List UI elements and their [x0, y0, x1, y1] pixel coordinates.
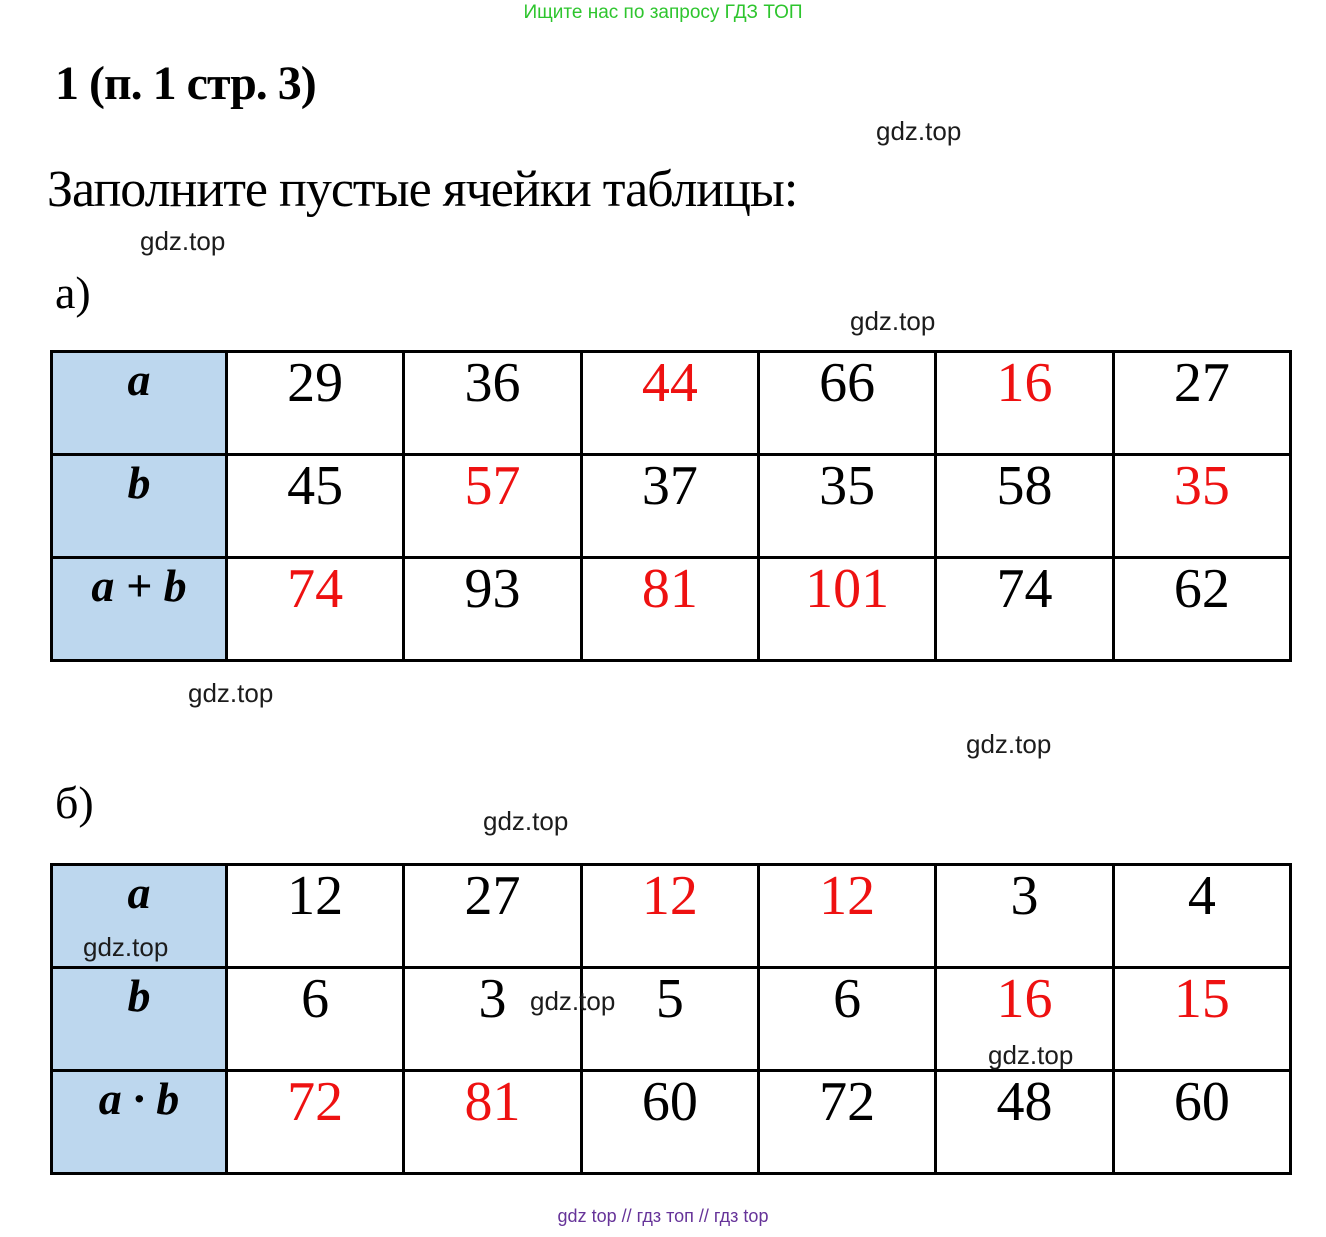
table-cell: 66 — [756, 350, 938, 456]
table-cell: 6 — [756, 966, 938, 1072]
answer-cell: 12 — [579, 863, 760, 969]
promo-banner: Ищите нас по запросу ГДЗ ТОП — [523, 2, 803, 23]
watermark: gdz.top — [966, 729, 1052, 759]
answer-cell: 72 — [224, 1069, 406, 1175]
row-header: b — [50, 966, 228, 1072]
table-cell: 5 — [579, 966, 760, 1072]
answer-cell: 81 — [402, 1069, 583, 1175]
row-header: a · b — [50, 1069, 228, 1175]
addition-table: a 29 36 44 66 16 27 b 45 57 37 35 58 35 a + b 74 93 81 101… — [50, 350, 1293, 662]
table-cell: 29 — [224, 350, 406, 456]
watermark: gdz.top — [188, 678, 274, 708]
footer-links: gdz top // гдз топ // гдз top — [557, 1206, 769, 1226]
table-cell: 93 — [402, 556, 583, 662]
answer-cell: 101 — [756, 556, 938, 662]
watermark: gdz.top — [483, 806, 569, 836]
table-cell: 6 — [224, 966, 406, 1072]
table-cell: 58 — [934, 453, 1115, 559]
page-title: 1 (п. 1 стр. 3) — [55, 57, 317, 110]
answer-cell: 16 — [934, 966, 1115, 1072]
answer-cell: 16 — [934, 350, 1115, 456]
watermark: gdz.top — [530, 986, 616, 1016]
multiplication-table: a 12 27 12 12 3 4 b 6 3 5 6 16 15 a · b 72 81 60 72 48 60 — [50, 863, 1293, 1175]
table-cell: 45 — [224, 453, 406, 559]
table-cell: 35 — [756, 453, 938, 559]
answer-cell: 81 — [579, 556, 760, 662]
watermark: gdz.top — [988, 1040, 1074, 1070]
table-cell: 12 — [224, 863, 406, 969]
table-row: b 45 57 37 35 58 35 — [50, 453, 1293, 559]
table-row: a 29 36 44 66 16 27 — [50, 350, 1293, 456]
table-cell: 3 — [934, 863, 1115, 969]
answer-cell: 12 — [756, 863, 938, 969]
answer-cell: 35 — [1111, 453, 1293, 559]
table-cell: 60 — [579, 1069, 760, 1175]
table-row: a · b 72 81 60 72 48 60 — [50, 1069, 1293, 1175]
table-cell: 37 — [579, 453, 760, 559]
section-label-b: б) — [55, 777, 94, 828]
row-header: b — [50, 453, 228, 559]
table-cell: 48 — [934, 1069, 1115, 1175]
table-row: a + b 74 93 81 101 74 62 — [50, 556, 1293, 662]
table-row: b 6 3 5 6 16 15 — [50, 966, 1293, 1072]
table-cell: 36 — [402, 350, 583, 456]
table-cell: 74 — [934, 556, 1115, 662]
answer-cell: 44 — [579, 350, 760, 456]
row-header: a + b — [50, 556, 228, 662]
answer-cell: 74 — [224, 556, 406, 662]
watermark: gdz.top — [850, 306, 936, 336]
watermark: gdz.top — [876, 116, 962, 146]
table-cell: 60 — [1111, 1069, 1293, 1175]
watermark: gdz.top — [140, 226, 226, 256]
table-cell: 27 — [402, 863, 583, 969]
table-cell: 72 — [756, 1069, 938, 1175]
table-cell: 3 — [402, 966, 583, 1072]
answer-cell: 57 — [402, 453, 583, 559]
row-header: a — [50, 350, 228, 456]
watermark: gdz.top — [83, 932, 169, 962]
table-cell: 4 — [1111, 863, 1293, 969]
table-row: a 12 27 12 12 3 4 — [50, 863, 1293, 969]
answer-cell: 15 — [1111, 966, 1293, 1072]
table-cell: 62 — [1111, 556, 1293, 662]
table-cell: 27 — [1111, 350, 1293, 456]
row-header: a — [50, 863, 228, 969]
section-label-a: а) — [55, 267, 91, 318]
task-heading: Заполните пустые ячейки таблицы: — [47, 161, 798, 218]
